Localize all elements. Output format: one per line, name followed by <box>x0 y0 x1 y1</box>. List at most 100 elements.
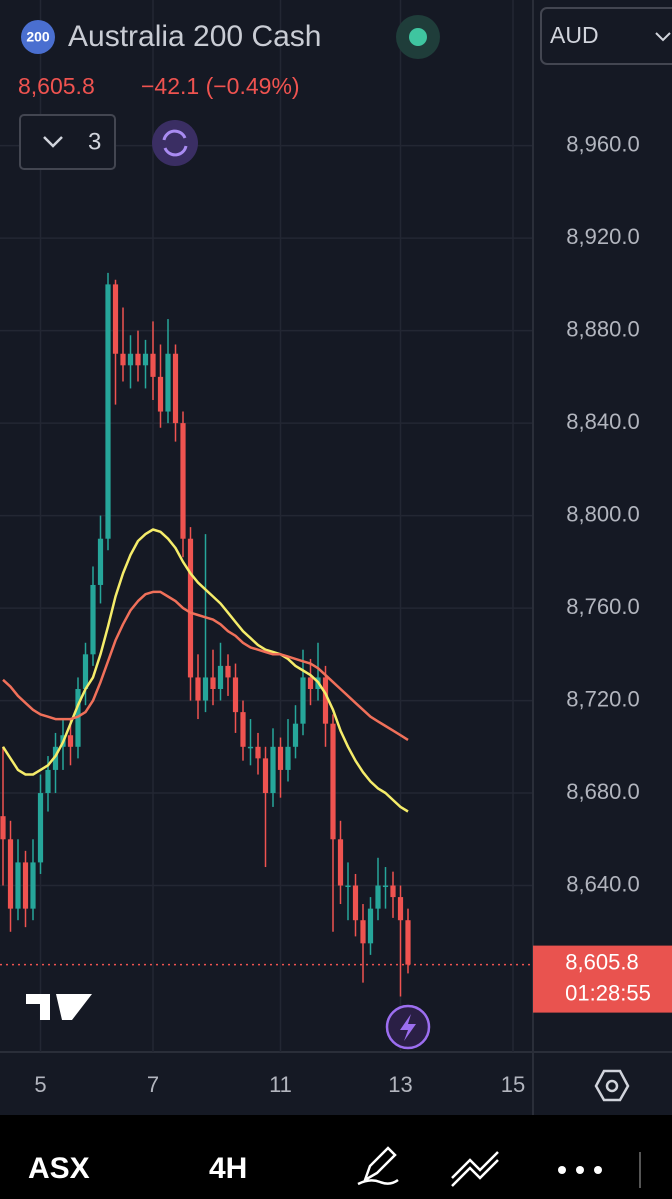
settings-icon-center <box>605 1079 619 1093</box>
candle-body <box>405 920 411 965</box>
ma-line <box>2 590 409 741</box>
candle-body <box>397 897 404 921</box>
candle-body <box>187 538 194 678</box>
y-tick-label: 8,760.0 <box>566 594 639 619</box>
candle-body <box>30 862 36 909</box>
candle-body <box>277 746 284 770</box>
y-tick-label: 8,800.0 <box>566 501 639 526</box>
candle-body <box>0 816 6 840</box>
candle-body <box>97 538 104 585</box>
y-tick-label: 8,640.0 <box>566 871 639 896</box>
countdown: 01:28:55 <box>565 980 651 1005</box>
x-tick-label: 13 <box>388 1072 412 1097</box>
candle-body <box>15 862 21 909</box>
candle-body <box>120 353 126 366</box>
indicators-toggle[interactable] <box>19 114 116 170</box>
badge-text: 200 <box>26 29 50 45</box>
candle-body <box>307 677 314 690</box>
candle-body <box>292 723 299 747</box>
candle-body <box>360 920 366 944</box>
price-change: −42.1 (−0.49%) <box>141 73 300 99</box>
candle-body <box>150 353 156 377</box>
candle-body <box>165 353 171 412</box>
more-dot[interactable] <box>558 1166 566 1174</box>
candle-body <box>217 665 224 690</box>
tradingview-logo <box>26 994 92 1020</box>
candle-body <box>262 758 269 794</box>
toolbar-symbol[interactable]: ASX <box>28 1152 90 1185</box>
candle-body <box>180 423 186 539</box>
candle-body <box>375 885 381 909</box>
chevron-icon <box>43 136 63 148</box>
plot-area <box>0 0 532 1052</box>
candle-body <box>37 793 44 863</box>
symbol-title: Australia 200 Cash <box>68 20 321 53</box>
candle-body <box>367 908 374 944</box>
y-tick-label: 8,720.0 <box>566 686 639 711</box>
candle-body <box>232 677 239 713</box>
bottom-toolbar <box>0 1115 672 1199</box>
draw-tool-icon[interactable] <box>357 1146 399 1186</box>
y-tick-label: 8,880.0 <box>566 316 639 341</box>
y-tick-label: 8,840.0 <box>566 409 639 434</box>
candle-body <box>82 654 89 690</box>
candle-body <box>52 746 59 770</box>
candle-body <box>45 769 51 794</box>
candle-body <box>112 284 119 354</box>
candle-body <box>202 677 209 701</box>
candle-body <box>285 746 291 770</box>
candle-body <box>225 665 231 678</box>
candle-body <box>330 723 336 840</box>
y-tick-label: 8,960.0 <box>566 131 639 156</box>
x-tick-label: 7 <box>147 1072 159 1097</box>
candle-body <box>22 862 29 909</box>
candle-body <box>7 839 14 909</box>
more-dot[interactable] <box>594 1166 602 1174</box>
candle-body <box>247 746 254 749</box>
candle-body <box>90 584 96 655</box>
sync-button[interactable] <box>152 120 198 166</box>
indicators-icon[interactable] <box>451 1151 499 1187</box>
candle-body <box>67 735 74 747</box>
currency-select[interactable] <box>540 7 672 65</box>
currency-chevron <box>655 32 671 42</box>
lightning-icon <box>400 1014 416 1041</box>
y-tick-label: 8,680.0 <box>566 779 639 804</box>
candle-body <box>240 712 246 747</box>
candle-body <box>322 677 329 724</box>
candle-body <box>172 353 179 424</box>
x-tick-label: 5 <box>34 1072 46 1097</box>
last-price-label: 8,605.8 <box>565 949 638 974</box>
indicators-count: 3 <box>88 128 101 155</box>
candle-body <box>337 839 344 886</box>
last-price: 8,605.8 <box>18 73 95 99</box>
candle-body <box>382 885 389 888</box>
candle-body <box>210 677 216 690</box>
settings-icon[interactable] <box>594 1069 630 1102</box>
x-tick-label: 15 <box>501 1072 525 1097</box>
sync-icon <box>162 129 188 157</box>
y-tick-label: 8,920.0 <box>566 224 639 249</box>
candle-body <box>127 353 134 366</box>
more-dot[interactable] <box>576 1166 584 1174</box>
ma-line <box>1 528 409 813</box>
candle-body <box>195 677 201 701</box>
candle-body <box>142 353 149 366</box>
candle-body <box>270 746 276 794</box>
currency: AUD <box>550 22 599 48</box>
candle-body <box>300 677 306 724</box>
candle-body <box>345 885 351 888</box>
toolbar-interval[interactable]: 4H <box>209 1152 247 1185</box>
symbol-badge <box>21 20 55 54</box>
candle-body <box>255 746 261 759</box>
last-price-box <box>533 945 672 1013</box>
candle-body <box>157 376 164 412</box>
candle-body <box>390 885 396 898</box>
market-status-dot <box>409 28 427 46</box>
candle-body <box>352 885 359 921</box>
candle-body <box>105 284 111 539</box>
candle-body <box>135 353 141 366</box>
x-tick-label: 11 <box>269 1072 292 1097</box>
